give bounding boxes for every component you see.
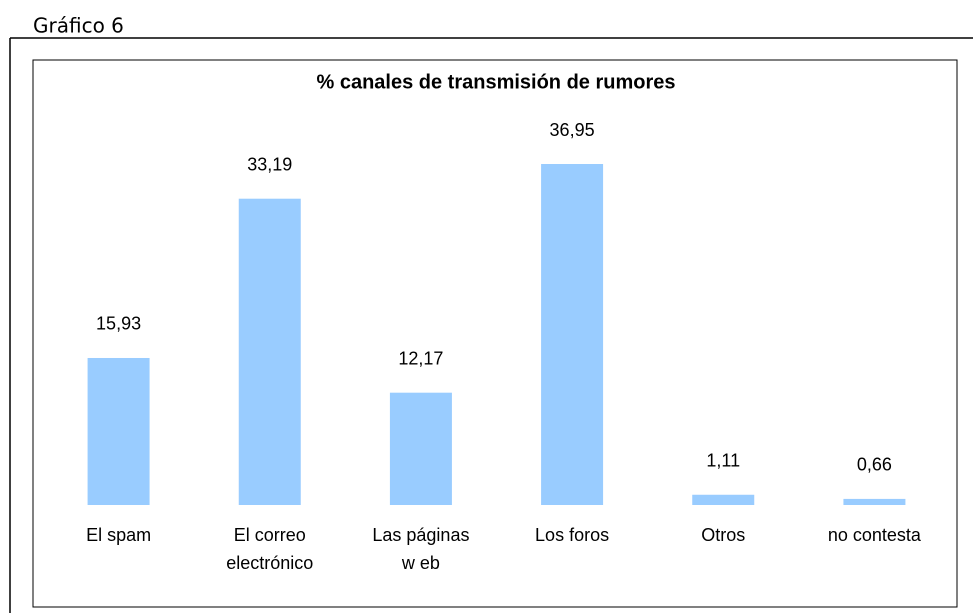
data-label: 0,66 [857,455,892,475]
bar [389,392,452,505]
data-label: 15,93 [96,314,141,334]
bar [692,494,755,505]
data-label: 1,11 [706,451,740,471]
x-tick-label: Las páginas [372,525,469,545]
x-tick-label: w eb [401,553,440,573]
bar [87,357,150,505]
x-tick-label: no contesta [828,525,922,545]
x-tick-label: Otros [701,525,745,545]
bar [843,498,906,505]
bar [238,198,301,505]
x-tick-label: El correo [234,525,306,545]
data-label: 12,17 [398,348,443,368]
x-tick-label: Los foros [535,525,609,545]
caption: Gráfico 6 [33,14,124,38]
x-tick-label: El spam [86,525,151,545]
chart-title: % canales de transmisión de rumores [316,71,675,93]
chart-border [32,59,958,608]
bar [541,164,604,505]
data-label: 33,19 [247,154,292,174]
x-tick-label: electrónico [226,553,313,573]
data-label: 36,95 [550,120,595,140]
